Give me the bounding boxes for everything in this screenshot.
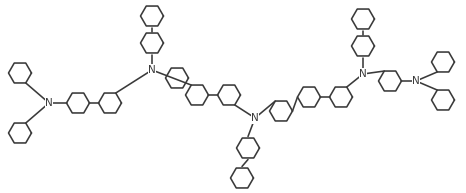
Text: N: N	[412, 76, 420, 86]
Text: N: N	[359, 69, 367, 79]
Text: N: N	[251, 113, 259, 123]
Text: N: N	[148, 65, 156, 75]
Text: N: N	[45, 98, 53, 108]
